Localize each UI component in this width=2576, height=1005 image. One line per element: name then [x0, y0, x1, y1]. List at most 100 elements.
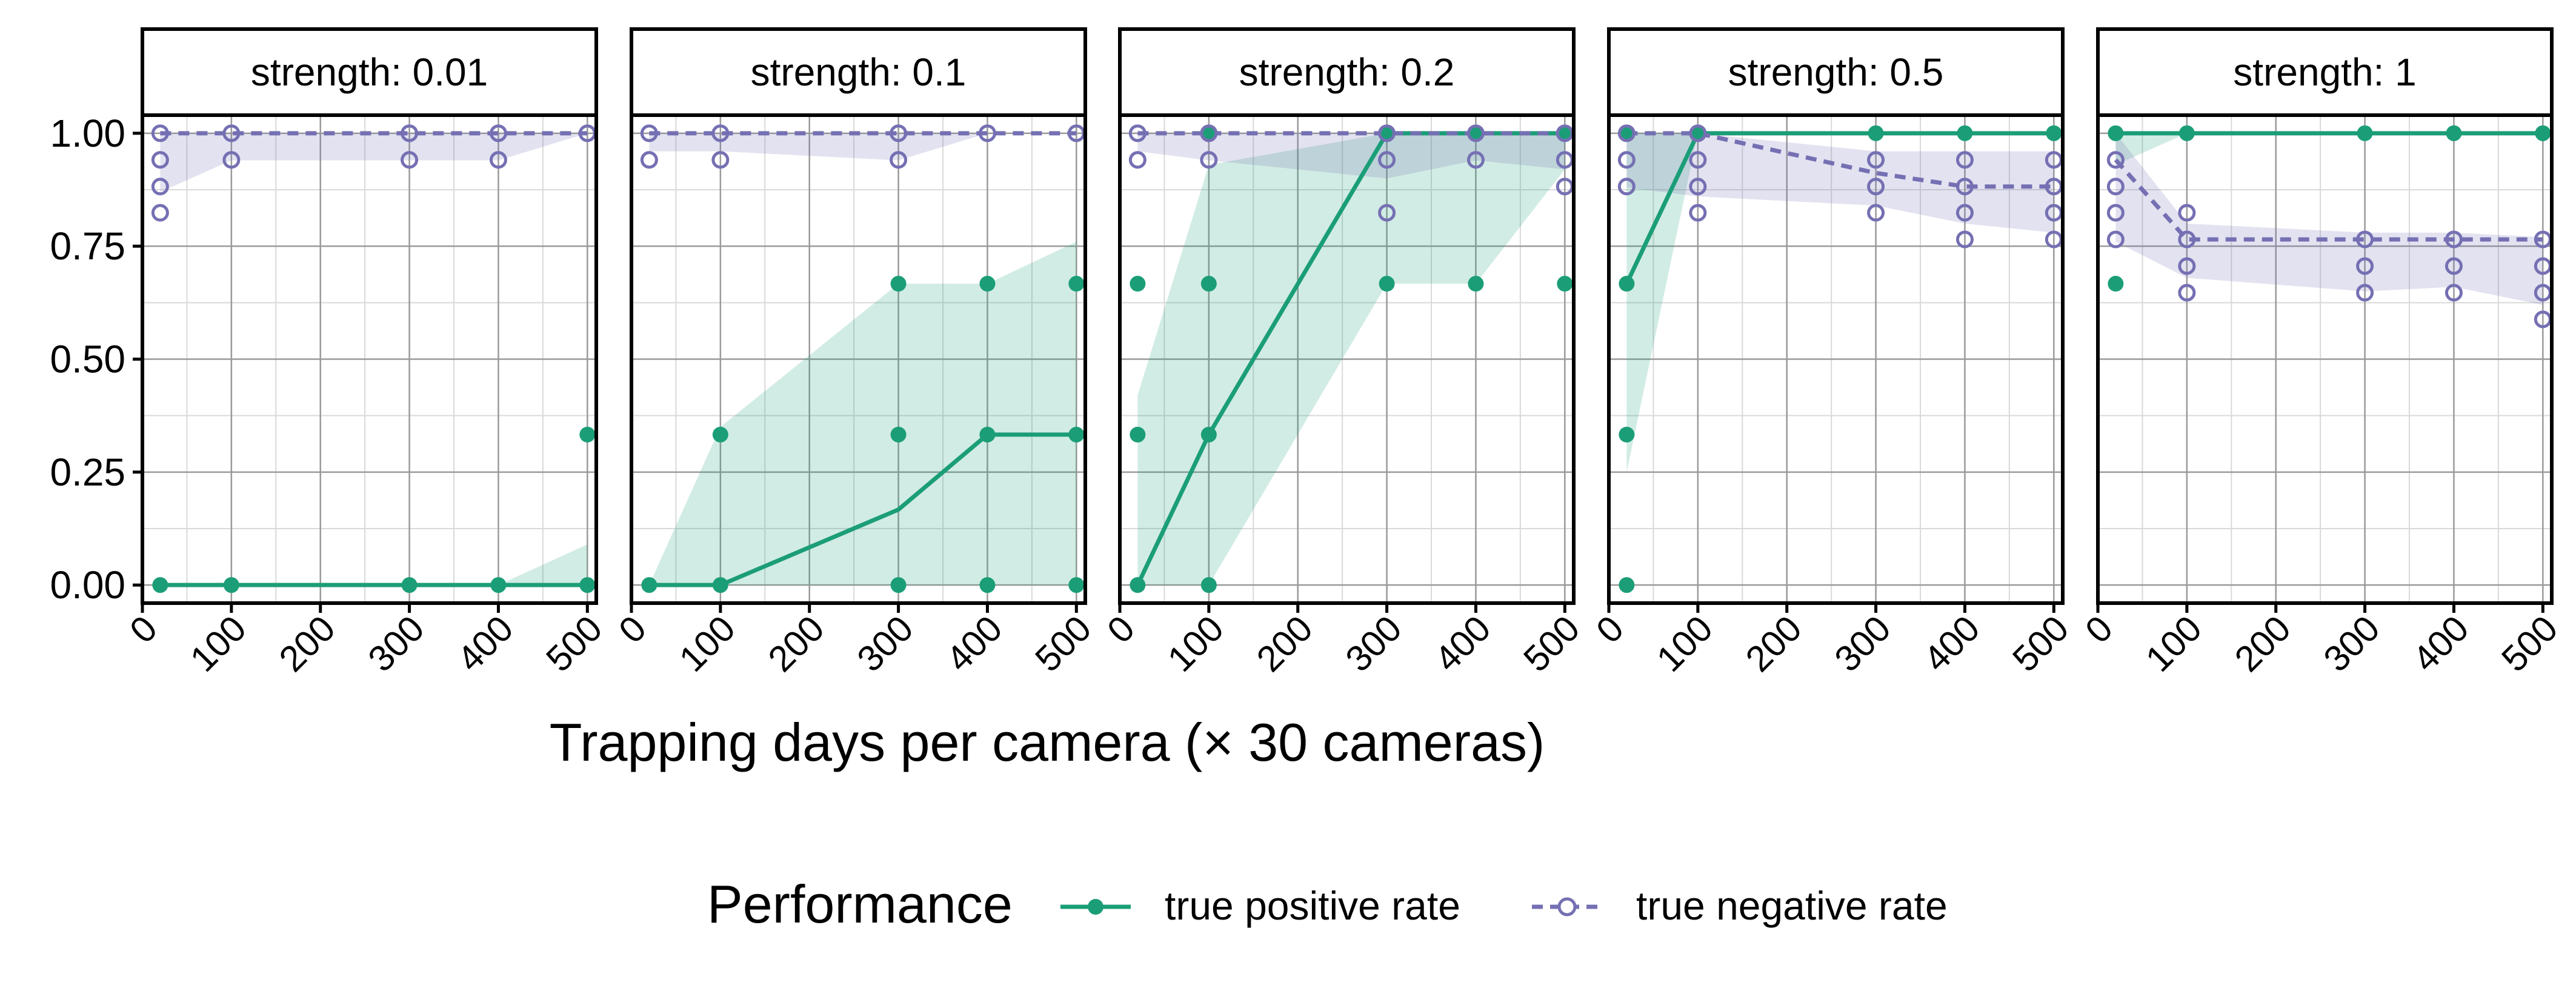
tpr-ribbon: [649, 241, 1077, 586]
tpr-ribbon: [1137, 133, 1565, 586]
panel-3: strength: 0.5 0 100 200 300 400 500: [1588, 27, 2077, 679]
tnr-point: [1689, 151, 1707, 169]
x-tick-label: 300: [2316, 608, 2388, 679]
tnr-point: [890, 124, 908, 142]
tnr-point: [1378, 124, 1396, 142]
y-tick-label: 1.00: [50, 112, 125, 155]
tnr-point: [1617, 178, 1636, 196]
tnr-point: [1955, 151, 1974, 169]
tnr-point: [2445, 257, 2463, 275]
panel-strip-label: strength: 0.01: [251, 50, 488, 94]
tpr-point: [1068, 276, 1085, 292]
tpr-point: [1689, 125, 1706, 141]
x-tick-label: 0: [122, 608, 165, 651]
tnr-point: [2106, 230, 2125, 249]
x-tick-label: 200: [760, 608, 832, 679]
x-tick-label: 0: [1588, 608, 1631, 651]
tnr-point: [640, 151, 658, 169]
tpr-point: [490, 577, 507, 593]
x-tick-label: 400: [938, 608, 1010, 679]
tnr-line: [1626, 131, 2054, 189]
x-tick-label: 0: [611, 608, 654, 651]
tnr-point: [640, 124, 658, 142]
tnr-point: [2106, 178, 2125, 196]
tnr-point: [489, 151, 507, 169]
tnr-point: [711, 124, 730, 142]
tpr-line: [649, 432, 1077, 587]
tnr-point: [1617, 151, 1636, 169]
tpr-point: [2108, 125, 2124, 141]
tnr-point: [1466, 151, 1485, 169]
tnr-point: [1200, 124, 1218, 142]
tnr-point: [1378, 151, 1396, 169]
tnr-point: [978, 124, 996, 142]
tnr-point: [1955, 178, 1974, 196]
tnr-point: [2356, 257, 2374, 275]
tnr-point: [489, 124, 507, 142]
tpr-point: [1200, 577, 1217, 593]
x-tick-label: 500: [538, 608, 610, 679]
tnr-point: [1867, 151, 1885, 169]
tpr-point: [579, 577, 596, 593]
tpr-point: [1557, 276, 1573, 292]
tpr-point: [223, 577, 239, 593]
panel-frame: [1118, 113, 1576, 605]
tpr-point: [1468, 276, 1484, 292]
panel-strip: [141, 27, 598, 117]
tpr-point: [1130, 577, 1146, 593]
x-tick-label: 500: [1516, 608, 1587, 679]
tnr-point: [2356, 230, 2374, 249]
y-tick-label: 0.00: [50, 563, 125, 607]
tpr-point: [1468, 125, 1484, 141]
y-tick-label: 0.75: [50, 224, 125, 268]
tpr-point: [401, 577, 418, 593]
tpr-point: [1619, 276, 1635, 292]
tnr-point: [2178, 204, 2196, 222]
tnr-point: [1689, 204, 1707, 222]
tnr-point: [1128, 124, 1147, 142]
tpr-point: [890, 426, 907, 442]
panel-strip-label: strength: 0.2: [1239, 50, 1455, 94]
tpr-point: [2108, 276, 2124, 292]
y-tick-label: 0.50: [50, 338, 125, 381]
legend-tnr-marker: [1557, 897, 1577, 917]
tpr-point: [2357, 125, 2373, 141]
tnr-point: [151, 124, 169, 142]
tpr-point: [2535, 125, 2551, 141]
tnr-point: [2178, 230, 2196, 249]
tnr-point: [2356, 284, 2374, 302]
tpr-point: [1379, 276, 1395, 292]
tnr-ribbon: [649, 133, 1077, 161]
tnr-point: [151, 178, 169, 196]
tnr-point: [2178, 257, 2196, 275]
x-tick-label: 200: [1249, 608, 1320, 679]
tpr-point: [1130, 426, 1146, 442]
tnr-ribbon: [1137, 133, 1565, 179]
x-tick-label: 300: [850, 608, 921, 679]
x-tick-label: 400: [2405, 608, 2476, 679]
panel-4: strength: 1 0 100 200 300 400 500: [2077, 27, 2566, 679]
tnr-point: [711, 151, 730, 169]
tpr-point: [1130, 276, 1146, 292]
tpr-point: [1868, 125, 1884, 141]
tpr-point: [1619, 426, 1635, 442]
tpr-point: [1068, 577, 1085, 593]
tnr-point: [1689, 124, 1707, 142]
x-tick-label: 200: [2227, 608, 2298, 679]
tnr-line: [2114, 158, 2543, 242]
legend: Performance true positive rate true nega…: [707, 874, 1948, 934]
x-tick-label: 100: [671, 608, 743, 679]
tpr-point: [152, 577, 168, 593]
panel-strip: [1607, 27, 2065, 117]
tnr-point: [2445, 230, 2463, 249]
tpr-point: [979, 577, 996, 593]
panel-strip: [2096, 27, 2554, 117]
x-tick-label: 300: [361, 608, 432, 679]
tpr-point: [890, 276, 907, 292]
tpr-point: [1068, 426, 1085, 442]
x-tick-label: 500: [2005, 608, 2076, 679]
tpr-point: [712, 426, 728, 442]
tnr-point: [1867, 204, 1885, 222]
panel-0: strength: 0.01 0 100 200 300 400 500 0.00 0.25 0.…: [50, 27, 610, 679]
